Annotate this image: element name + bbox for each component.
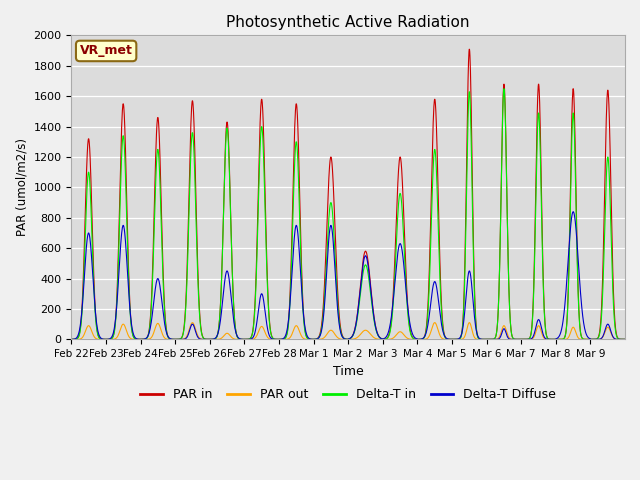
PAR in — [515, 336, 523, 342]
PAR in — [68, 336, 76, 342]
PAR in — [381, 336, 389, 342]
PAR in — [614, 335, 621, 340]
Delta-T in — [621, 336, 629, 342]
PAR out — [547, 336, 554, 342]
PAR in — [465, 47, 473, 52]
Delta-T in — [547, 336, 554, 342]
Legend: PAR in, PAR out, Delta-T in, Delta-T Diffuse: PAR in, PAR out, Delta-T in, Delta-T Dif… — [136, 383, 561, 406]
Delta-T in — [68, 336, 76, 342]
Delta-T in — [381, 336, 389, 342]
Y-axis label: PAR (umol/m2/s): PAR (umol/m2/s) — [15, 138, 28, 236]
PAR in — [621, 336, 629, 342]
Line: Delta-T Diffuse: Delta-T Diffuse — [72, 212, 625, 339]
PAR out — [515, 336, 523, 342]
PAR out — [123, 328, 131, 334]
PAR in — [547, 336, 554, 342]
X-axis label: Time: Time — [333, 365, 364, 378]
Delta-T Diffuse — [381, 335, 389, 341]
PAR out — [243, 336, 250, 342]
PAR out — [552, 336, 560, 342]
Delta-T Diffuse — [243, 336, 250, 342]
PAR in — [123, 195, 131, 201]
PAR out — [188, 320, 196, 325]
Delta-T Diffuse — [515, 336, 523, 342]
Delta-T in — [243, 336, 250, 342]
Delta-T in — [518, 336, 525, 342]
Line: PAR out: PAR out — [72, 323, 625, 339]
PAR out — [614, 336, 621, 342]
PAR in — [243, 336, 250, 342]
PAR out — [621, 336, 629, 342]
Delta-T Diffuse — [621, 336, 629, 342]
PAR out — [68, 336, 76, 342]
Delta-T in — [614, 335, 621, 341]
Delta-T Diffuse — [547, 336, 554, 342]
Delta-T Diffuse — [569, 209, 577, 215]
Delta-T Diffuse — [483, 336, 491, 342]
Delta-T Diffuse — [614, 336, 621, 342]
Delta-T Diffuse — [123, 257, 131, 263]
PAR in — [552, 336, 560, 342]
Delta-T in — [500, 86, 508, 92]
Line: PAR in: PAR in — [72, 49, 625, 339]
Delta-T in — [515, 336, 523, 342]
Line: Delta-T in: Delta-T in — [72, 89, 625, 339]
Text: VR_met: VR_met — [80, 45, 132, 58]
PAR out — [381, 336, 389, 342]
Title: Photosynthetic Active Radiation: Photosynthetic Active Radiation — [227, 15, 470, 30]
Delta-T Diffuse — [68, 336, 76, 342]
Delta-T in — [123, 215, 131, 220]
